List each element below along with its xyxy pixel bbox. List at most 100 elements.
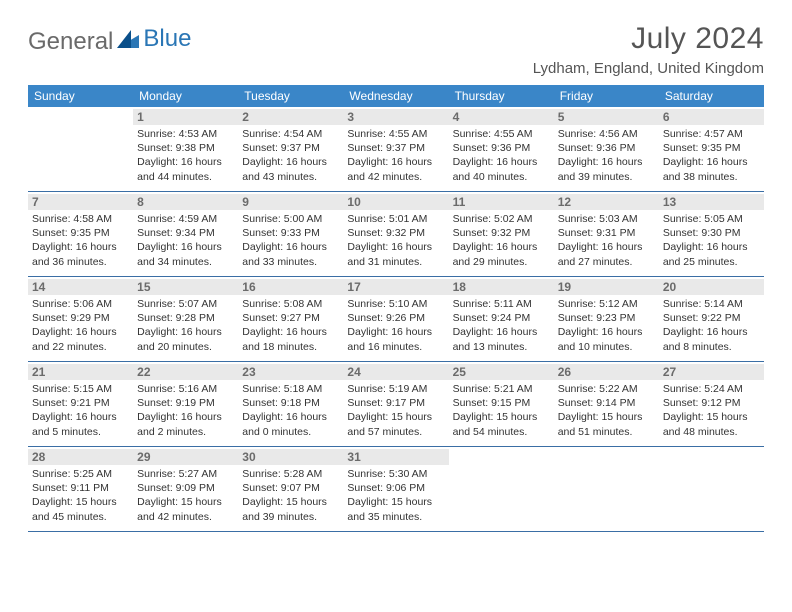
logo-word-blue: Blue xyxy=(143,25,191,53)
sunset-text: Sunset: 9:32 PM xyxy=(347,226,444,240)
week-row: 14Sunrise: 5:06 AMSunset: 9:29 PMDayligh… xyxy=(28,277,764,362)
header: General Blue July 2024 Lydham, England, … xyxy=(28,22,764,77)
daylight-text: Daylight: 16 hours and 10 minutes. xyxy=(558,325,655,353)
day-cell: 9Sunrise: 5:00 AMSunset: 9:33 PMDaylight… xyxy=(238,192,343,276)
daylight-text: Daylight: 15 hours and 51 minutes. xyxy=(558,410,655,438)
sunrise-text: Sunrise: 5:15 AM xyxy=(32,382,129,396)
day-number: 11 xyxy=(449,194,554,210)
sunset-text: Sunset: 9:22 PM xyxy=(663,311,760,325)
day-details: Sunrise: 5:03 AMSunset: 9:31 PMDaylight:… xyxy=(558,212,655,269)
day-details: Sunrise: 5:08 AMSunset: 9:27 PMDaylight:… xyxy=(242,297,339,354)
sunrise-text: Sunrise: 5:11 AM xyxy=(453,297,550,311)
sunrise-text: Sunrise: 5:08 AM xyxy=(242,297,339,311)
sunset-text: Sunset: 9:36 PM xyxy=(558,141,655,155)
day-details: Sunrise: 5:15 AMSunset: 9:21 PMDaylight:… xyxy=(32,382,129,439)
daylight-text: Daylight: 16 hours and 20 minutes. xyxy=(137,325,234,353)
sunrise-text: Sunrise: 5:30 AM xyxy=(347,467,444,481)
day-number: 9 xyxy=(238,194,343,210)
location-text: Lydham, England, United Kingdom xyxy=(533,60,764,77)
day-number: 30 xyxy=(238,449,343,465)
daylight-text: Daylight: 16 hours and 36 minutes. xyxy=(32,240,129,268)
sunset-text: Sunset: 9:12 PM xyxy=(663,396,760,410)
day-cell: 19Sunrise: 5:12 AMSunset: 9:23 PMDayligh… xyxy=(554,277,659,361)
daylight-text: Daylight: 16 hours and 22 minutes. xyxy=(32,325,129,353)
day-details: Sunrise: 5:10 AMSunset: 9:26 PMDaylight:… xyxy=(347,297,444,354)
day-details: Sunrise: 4:55 AMSunset: 9:37 PMDaylight:… xyxy=(347,127,444,184)
day-details: Sunrise: 4:54 AMSunset: 9:37 PMDaylight:… xyxy=(242,127,339,184)
sunset-text: Sunset: 9:38 PM xyxy=(137,141,234,155)
day-details: Sunrise: 5:19 AMSunset: 9:17 PMDaylight:… xyxy=(347,382,444,439)
dow-header-row: Sunday Monday Tuesday Wednesday Thursday… xyxy=(28,85,764,107)
logo-mark-icon xyxy=(117,30,139,50)
sunrise-text: Sunrise: 5:06 AM xyxy=(32,297,129,311)
day-details: Sunrise: 5:30 AMSunset: 9:06 PMDaylight:… xyxy=(347,467,444,524)
sunset-text: Sunset: 9:32 PM xyxy=(453,226,550,240)
day-number: 8 xyxy=(133,194,238,210)
daylight-text: Daylight: 16 hours and 42 minutes. xyxy=(347,155,444,183)
day-details: Sunrise: 4:59 AMSunset: 9:34 PMDaylight:… xyxy=(137,212,234,269)
sunrise-text: Sunrise: 4:55 AM xyxy=(347,127,444,141)
week-row: 1Sunrise: 4:53 AMSunset: 9:38 PMDaylight… xyxy=(28,107,764,192)
sunset-text: Sunset: 9:28 PM xyxy=(137,311,234,325)
logo-word-general: General xyxy=(28,28,113,56)
day-details: Sunrise: 5:18 AMSunset: 9:18 PMDaylight:… xyxy=(242,382,339,439)
daylight-text: Daylight: 15 hours and 45 minutes. xyxy=(32,495,129,523)
day-cell: 1Sunrise: 4:53 AMSunset: 9:38 PMDaylight… xyxy=(133,107,238,191)
empty-cell xyxy=(659,447,764,531)
sunrise-text: Sunrise: 5:12 AM xyxy=(558,297,655,311)
day-details: Sunrise: 5:21 AMSunset: 9:15 PMDaylight:… xyxy=(453,382,550,439)
day-details: Sunrise: 5:07 AMSunset: 9:28 PMDaylight:… xyxy=(137,297,234,354)
day-cell: 29Sunrise: 5:27 AMSunset: 9:09 PMDayligh… xyxy=(133,447,238,531)
dow-wednesday: Wednesday xyxy=(343,85,448,107)
daylight-text: Daylight: 15 hours and 35 minutes. xyxy=(347,495,444,523)
day-number: 19 xyxy=(554,279,659,295)
daylight-text: Daylight: 16 hours and 40 minutes. xyxy=(453,155,550,183)
sunrise-text: Sunrise: 5:03 AM xyxy=(558,212,655,226)
sunrise-text: Sunrise: 5:07 AM xyxy=(137,297,234,311)
daylight-text: Daylight: 16 hours and 13 minutes. xyxy=(453,325,550,353)
daylight-text: Daylight: 16 hours and 25 minutes. xyxy=(663,240,760,268)
day-number: 17 xyxy=(343,279,448,295)
sunrise-text: Sunrise: 5:00 AM xyxy=(242,212,339,226)
daylight-text: Daylight: 16 hours and 31 minutes. xyxy=(347,240,444,268)
sunrise-text: Sunrise: 5:28 AM xyxy=(242,467,339,481)
day-details: Sunrise: 4:56 AMSunset: 9:36 PMDaylight:… xyxy=(558,127,655,184)
day-number: 24 xyxy=(343,364,448,380)
day-details: Sunrise: 4:58 AMSunset: 9:35 PMDaylight:… xyxy=(32,212,129,269)
dow-sunday: Sunday xyxy=(28,85,133,107)
day-cell: 17 Sunrise: 5:10 AMSunset: 9:26 PMDayligh… xyxy=(343,277,448,361)
sunrise-text: Sunrise: 4:55 AM xyxy=(453,127,550,141)
day-cell: 7Sunrise: 4:58 AMSunset: 9:35 PMDaylight… xyxy=(28,192,133,276)
sunset-text: Sunset: 9:30 PM xyxy=(663,226,760,240)
daylight-text: Daylight: 16 hours and 29 minutes. xyxy=(453,240,550,268)
day-number: 13 xyxy=(659,194,764,210)
sunrise-text: Sunrise: 5:24 AM xyxy=(663,382,760,396)
sunrise-text: Sunrise: 5:22 AM xyxy=(558,382,655,396)
sunset-text: Sunset: 9:33 PM xyxy=(242,226,339,240)
sunset-text: Sunset: 9:18 PM xyxy=(242,396,339,410)
day-cell: 2Sunrise: 4:54 AMSunset: 9:37 PMDaylight… xyxy=(238,107,343,191)
day-cell: 23 Sunrise: 5:18 AMSunset: 9:18 PMDayligh… xyxy=(238,362,343,446)
daylight-text: Daylight: 16 hours and 18 minutes. xyxy=(242,325,339,353)
sunset-text: Sunset: 9:15 PM xyxy=(453,396,550,410)
day-number: 23 xyxy=(238,364,343,380)
day-cell: 18Sunrise: 5:11 AMSunset: 9:24 PMDayligh… xyxy=(449,277,554,361)
day-cell: 8 Sunrise: 4:59 AMSunset: 9:34 PMDaylight… xyxy=(133,192,238,276)
day-cell: 24 Sunrise: 5:19 AMSunset: 9:17 PMDayligh… xyxy=(343,362,448,446)
daylight-text: Daylight: 16 hours and 5 minutes. xyxy=(32,410,129,438)
sunrise-text: Sunrise: 4:57 AM xyxy=(663,127,760,141)
brand-logo: General Blue xyxy=(28,22,191,56)
sunrise-text: Sunrise: 5:05 AM xyxy=(663,212,760,226)
empty-cell xyxy=(449,447,554,531)
day-cell: 10Sunrise: 5:01 AMSunset: 9:32 PMDayligh… xyxy=(343,192,448,276)
calendar-grid: Sunday Monday Tuesday Wednesday Thursday… xyxy=(28,85,764,532)
dow-saturday: Saturday xyxy=(659,85,764,107)
day-details: Sunrise: 4:55 AMSunset: 9:36 PMDaylight:… xyxy=(453,127,550,184)
day-number: 28 xyxy=(28,449,133,465)
dow-friday: Friday xyxy=(554,85,659,107)
sunrise-text: Sunrise: 5:25 AM xyxy=(32,467,129,481)
dow-monday: Monday xyxy=(133,85,238,107)
day-number: 26 xyxy=(554,364,659,380)
month-title: July 2024 xyxy=(533,22,764,56)
day-cell: 30Sunrise: 5:28 AMSunset: 9:07 PMDayligh… xyxy=(238,447,343,531)
